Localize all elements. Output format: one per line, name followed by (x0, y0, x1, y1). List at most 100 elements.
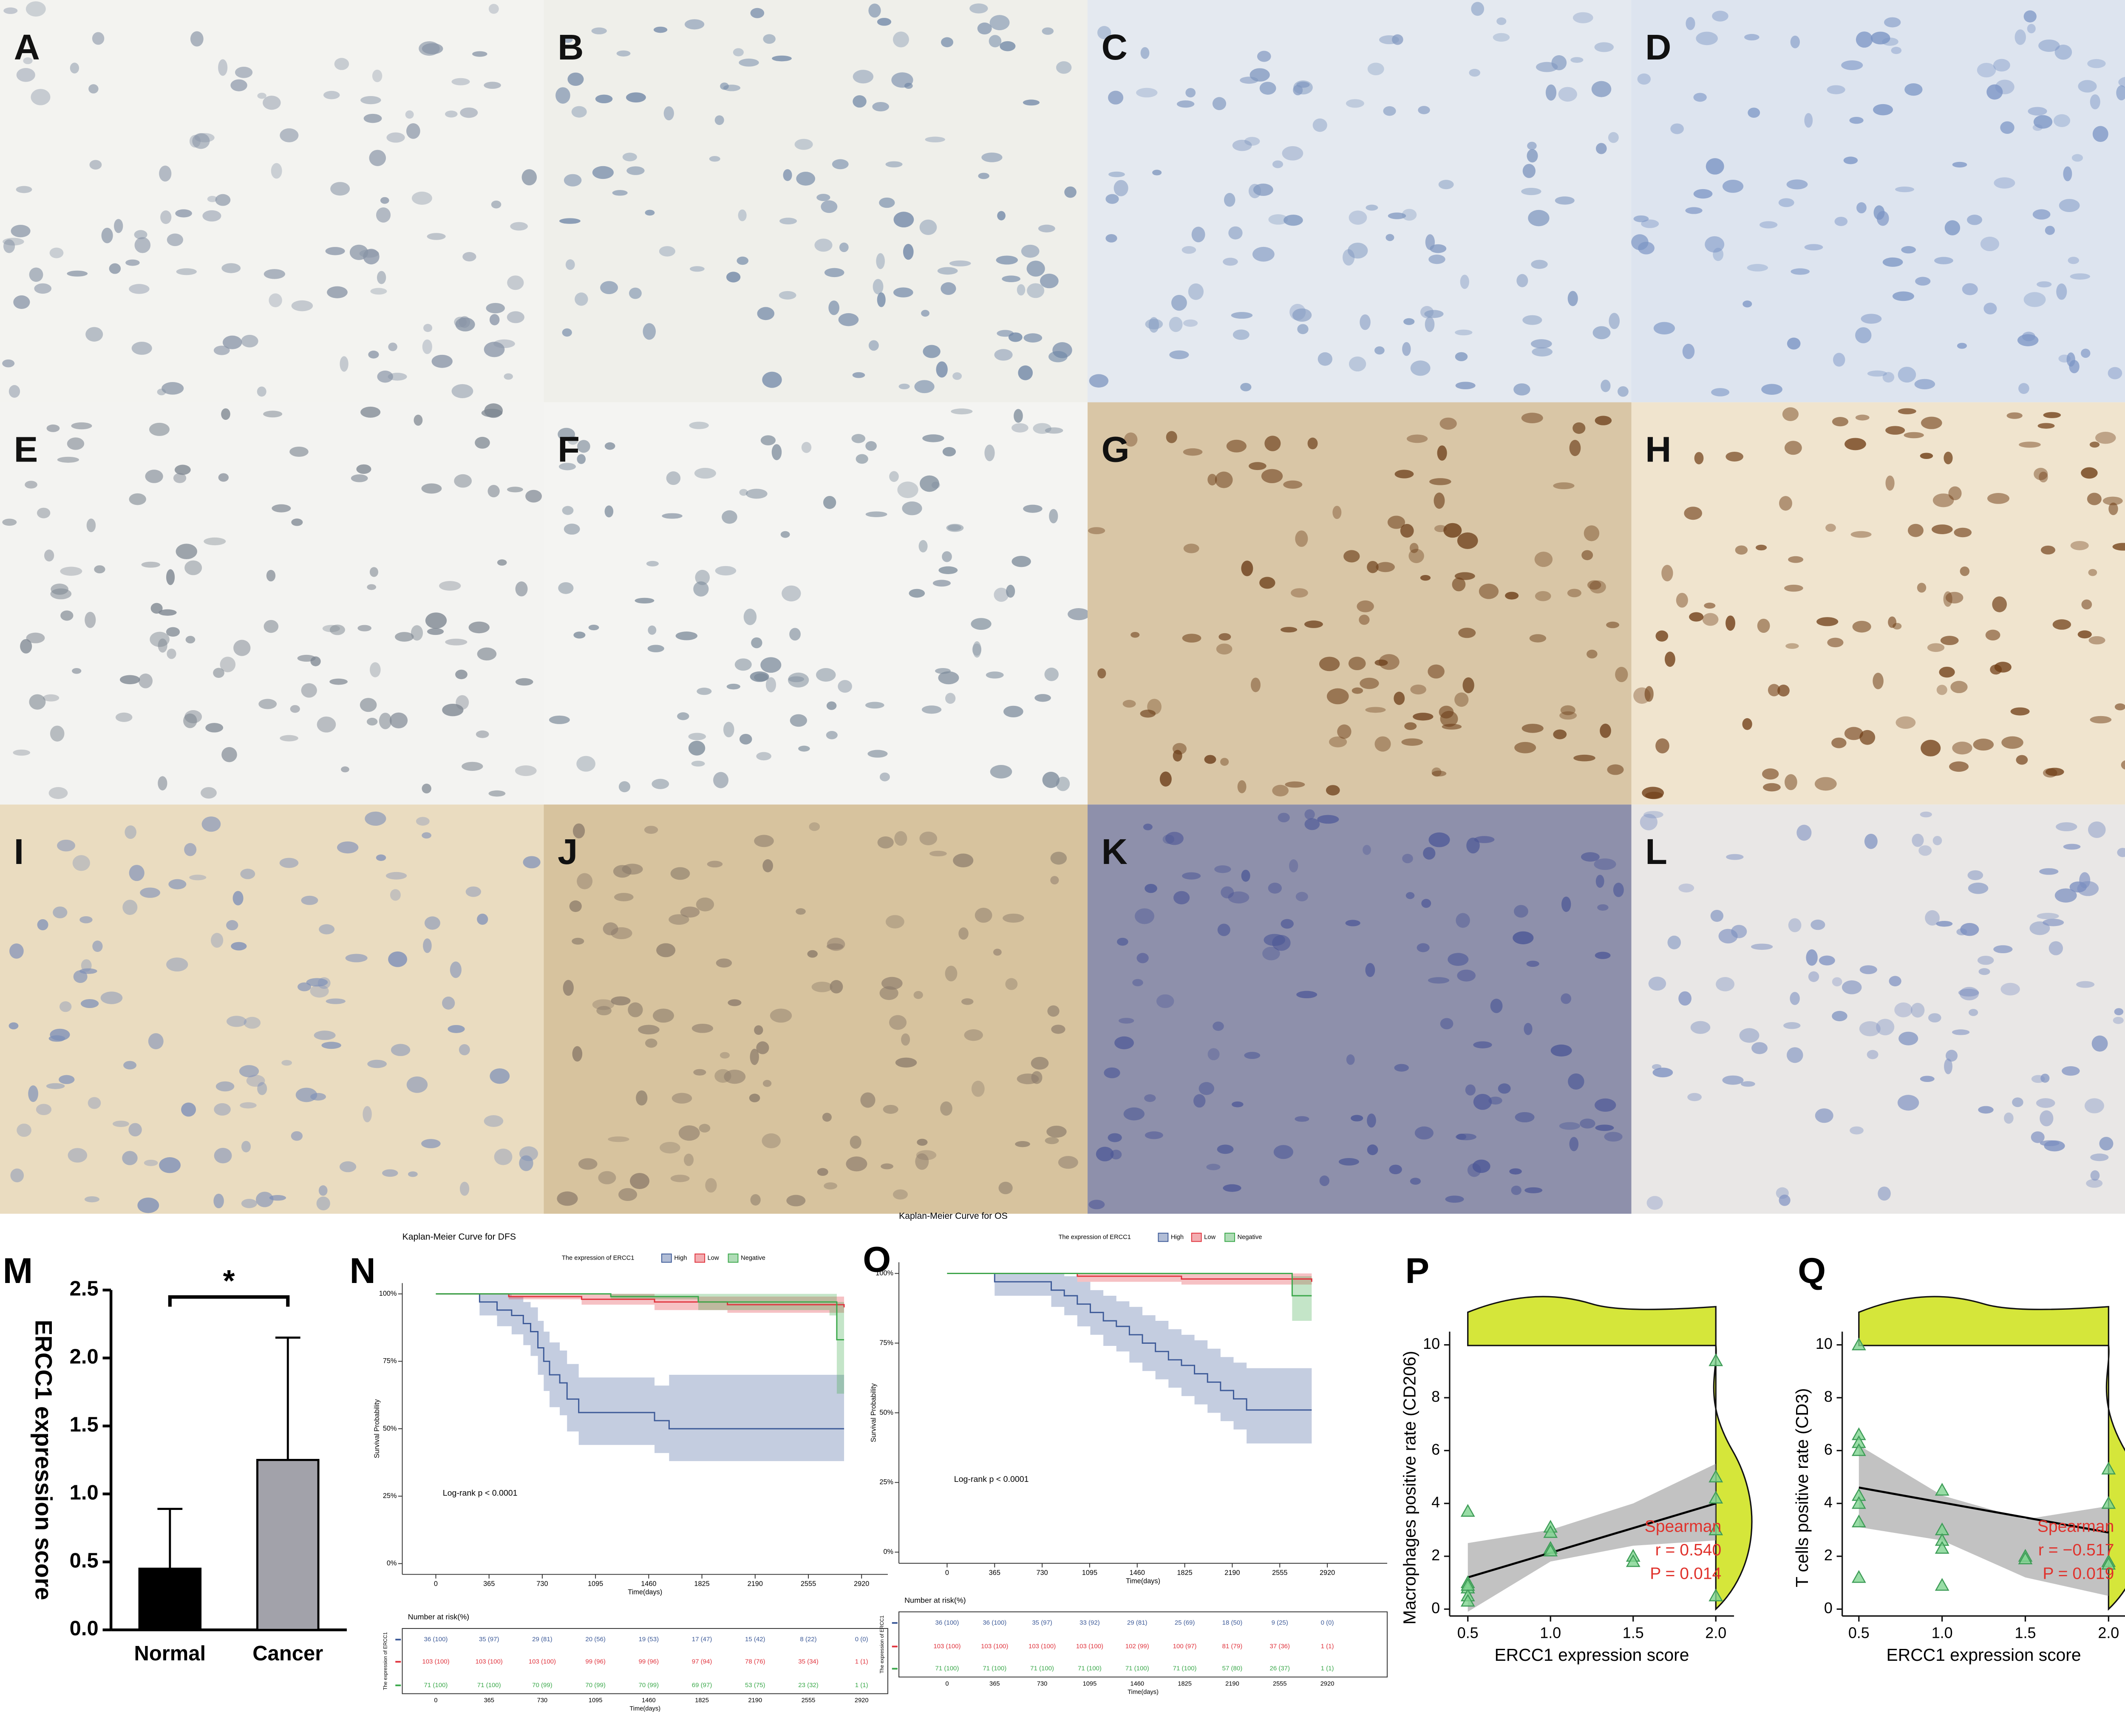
cell (1655, 630, 1669, 642)
cell (1726, 854, 1744, 860)
cell (2043, 412, 2061, 418)
image-panel (1631, 402, 2125, 805)
risk-table-frame (402, 1628, 888, 1694)
cell (1374, 736, 1391, 752)
cell (1595, 1124, 1614, 1131)
cell (1889, 976, 1901, 986)
cell (993, 949, 1002, 956)
cell (92, 32, 105, 45)
legend-label: Low (708, 1255, 719, 1261)
cell (363, 113, 382, 123)
cell (456, 695, 469, 710)
cell (2039, 868, 2059, 875)
cell (263, 411, 283, 418)
cell (720, 82, 729, 90)
cell (652, 779, 669, 789)
cell (822, 1113, 832, 1122)
cell (1885, 426, 1905, 435)
cell (997, 330, 1014, 337)
cell (1465, 1084, 1476, 1096)
cell (635, 598, 654, 604)
risk-count: 70 (99) (532, 1682, 552, 1689)
risk-x-tick-label: 365 (484, 1697, 494, 1704)
cell (368, 351, 379, 359)
cell (1144, 1094, 1156, 1102)
cell (159, 1157, 181, 1173)
cell (1326, 785, 1340, 796)
cell (1249, 462, 1266, 470)
cell (1884, 17, 1901, 28)
cell (20, 639, 32, 654)
annotation: Log-rank p < 0.0001 (954, 1475, 1029, 1484)
cell (422, 832, 431, 839)
cell (604, 505, 614, 518)
x-tick-label: 2.0 (2098, 1625, 2119, 1642)
risk-count: 8 (22) (800, 1636, 816, 1643)
cell (369, 567, 378, 577)
cell (1513, 383, 1530, 396)
cell (853, 70, 874, 84)
bar (256, 1458, 320, 1631)
cell (218, 473, 229, 482)
cell (1684, 507, 1703, 520)
cell (1454, 692, 1469, 707)
cell (207, 195, 218, 202)
cell (611, 996, 631, 1005)
cell (828, 300, 839, 315)
cell (29, 694, 46, 710)
cell (937, 267, 958, 275)
cell (1751, 943, 1773, 950)
risk-count: 1 (1) (855, 1682, 868, 1689)
cell (1759, 221, 1778, 229)
cell (326, 998, 346, 1004)
cell (220, 657, 236, 672)
cell (1367, 1144, 1378, 1155)
point (1851, 1496, 1866, 1509)
cell (1135, 908, 1154, 924)
cell (1456, 1133, 1467, 1140)
cell (1473, 1093, 1492, 1110)
cell (788, 672, 809, 688)
cell (1526, 960, 1539, 967)
cell (881, 977, 903, 990)
cell (567, 72, 584, 86)
cell (603, 922, 618, 935)
panel-label: L (1645, 831, 1667, 872)
risk-count: 23 (32) (798, 1682, 819, 1689)
cell (1678, 991, 1692, 1006)
cell (1787, 337, 1801, 350)
cell (612, 190, 628, 196)
cell (1462, 677, 1474, 694)
cell (201, 787, 217, 799)
cell (264, 620, 279, 633)
cell (958, 927, 969, 940)
y-tick-label: 100% (379, 1290, 397, 1297)
cell (756, 752, 771, 761)
cell (1911, 1003, 1925, 1018)
cell (1156, 994, 1174, 1008)
cell (1136, 88, 1158, 98)
cell (809, 822, 820, 831)
cell (57, 456, 79, 463)
cell (493, 339, 515, 348)
cell (1918, 845, 1932, 856)
cell (88, 1097, 101, 1109)
cell (1825, 524, 1836, 532)
y-tick-label: 2 (1824, 1547, 1833, 1564)
cell (1471, 2, 1485, 16)
confidence-band (1468, 1464, 1716, 1612)
x-tick-label: 1.0 (1540, 1625, 1561, 1642)
cell (1206, 1164, 1221, 1170)
cell (1637, 73, 1651, 85)
cell (1221, 886, 1234, 899)
panel-label: G (1102, 429, 1130, 470)
cell (1360, 677, 1379, 689)
cell (2088, 821, 2106, 838)
point (1460, 1504, 1475, 1517)
cell (688, 740, 706, 756)
cell (1600, 723, 1611, 738)
cell (3, 7, 18, 14)
cell (1366, 204, 1378, 211)
risk-count: 29 (81) (532, 1636, 552, 1643)
cell (1088, 527, 1105, 535)
